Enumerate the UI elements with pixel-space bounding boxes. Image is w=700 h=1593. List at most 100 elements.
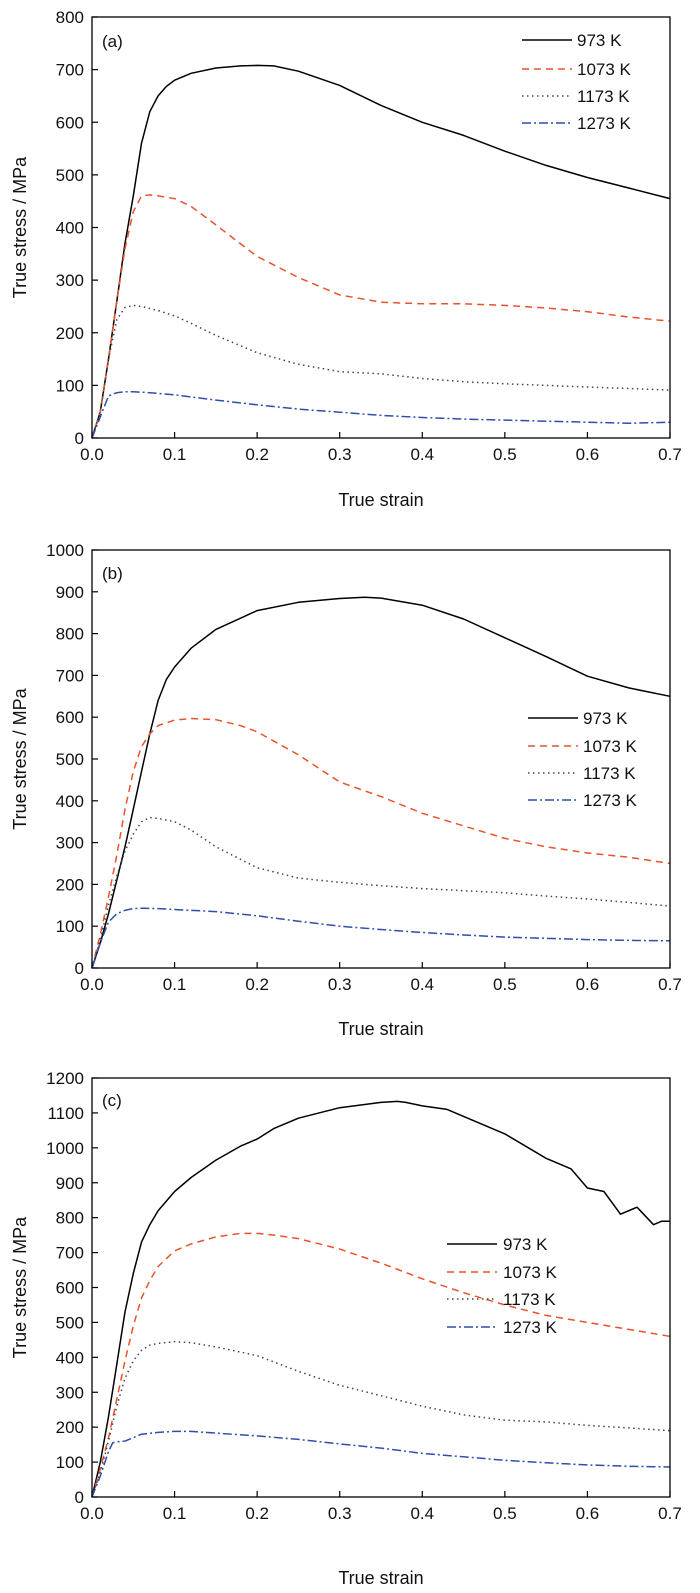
y-axis-title-c: True stress / MPa xyxy=(10,1216,30,1358)
series-line-1173k xyxy=(91,1340,671,1498)
y-tick-label: 100 xyxy=(56,376,84,395)
series-line-1273k xyxy=(91,390,671,439)
y-tick-label: 500 xyxy=(56,1313,84,1332)
series-line-1173k xyxy=(91,304,671,439)
x-tick-label: 0.1 xyxy=(163,1504,187,1523)
series-line-973k xyxy=(91,64,671,439)
legend-b: 973 K 1073 K 1173 K 1273 K xyxy=(528,709,638,810)
series-line-1273k xyxy=(91,907,671,969)
x-tick-label: 0.2 xyxy=(245,1504,269,1523)
y-tick-label: 100 xyxy=(56,917,84,936)
x-tick-label: 0.6 xyxy=(576,445,600,464)
y-tick-label: 900 xyxy=(56,1174,84,1193)
legend-a: 973 K 1073 K 1173 K 1273 K xyxy=(522,31,632,133)
legend-label-1173k: 1173 K xyxy=(577,87,630,106)
x-tick-label: 0.1 xyxy=(163,975,187,994)
y-tick-label: 800 xyxy=(56,1209,84,1228)
series-line-1073k xyxy=(91,194,671,439)
x-tick-label: 0.3 xyxy=(328,445,352,464)
x-axis-title-c: True strain xyxy=(338,1568,423,1588)
x-tick-label: 0.2 xyxy=(245,975,269,994)
panel-tag-b: (b) xyxy=(102,564,123,583)
legend-label-1173k: 1173 K xyxy=(583,764,636,783)
panel-tag-c: (c) xyxy=(102,1091,122,1110)
legend-label-1273k: 1273 K xyxy=(577,114,632,133)
x-tick-label: 0.7 xyxy=(658,1504,682,1523)
legend-label-1173k: 1173 K xyxy=(503,1290,556,1309)
y-tick-label: 200 xyxy=(56,875,84,894)
x-tick-label: 0.4 xyxy=(410,445,434,464)
y-tick-label: 500 xyxy=(56,750,84,769)
chart-panel-a: 0.0 0.1 0.2 0.3 0.4 0.5 0.6 0.7 0 100 200 300 400 500… xyxy=(10,8,682,510)
x-tick-label: 0.0 xyxy=(80,1504,104,1523)
legend-label-1073k: 1073 K xyxy=(583,737,638,756)
series-line-1173k xyxy=(91,816,671,969)
y-tick-label: 700 xyxy=(56,666,84,685)
y-tick-label: 700 xyxy=(56,61,84,80)
x-axis-title-a: True strain xyxy=(338,490,423,510)
chart-panel-b: 0.0 0.1 0.2 0.3 0.4 0.5 0.6 0.7 0 100 200 300 400 500… xyxy=(10,541,682,1039)
y-tick-label: 0 xyxy=(75,1488,84,1507)
x-tick-label: 0.4 xyxy=(410,975,434,994)
x-axis-title-b: True strain xyxy=(338,1019,423,1039)
y-tick-label: 700 xyxy=(56,1244,84,1263)
y-tick-label: 100 xyxy=(56,1453,84,1472)
y-tick-label: 600 xyxy=(56,708,84,727)
series-line-1273k xyxy=(91,1430,671,1498)
y-tick-label: 400 xyxy=(56,792,84,811)
plot-frame-a xyxy=(91,16,671,439)
legend-label-1073k: 1073 K xyxy=(577,60,632,79)
x-tick-label: 0.3 xyxy=(328,975,352,994)
legend-c: 973 K 1073 K 1173 K 1273 K xyxy=(447,1235,558,1337)
x-tick-label: 0.2 xyxy=(245,445,269,464)
y-tick-label: 0 xyxy=(75,959,84,978)
x-tick-label: 0.7 xyxy=(658,445,682,464)
y-tick-label: 1100 xyxy=(47,1104,84,1123)
y-tick-label: 1000 xyxy=(46,1139,84,1158)
y-axis-title-a: True stress / MPa xyxy=(10,156,30,298)
legend-label-1073k: 1073 K xyxy=(503,1263,558,1282)
x-tick-label: 0.6 xyxy=(576,1504,600,1523)
series-line-1073k xyxy=(91,717,671,969)
plot-frame-c xyxy=(91,1077,671,1498)
y-tick-label: 600 xyxy=(56,1279,84,1298)
x-tick-label: 0.1 xyxy=(163,445,187,464)
series-line-973k xyxy=(91,596,671,969)
panel-tag-a: (a) xyxy=(102,32,123,51)
y-tick-label: 200 xyxy=(56,324,84,343)
y-tick-label: 400 xyxy=(56,219,84,238)
y-tick-label: 300 xyxy=(56,271,84,290)
y-tick-label: 300 xyxy=(56,1383,84,1402)
legend-label-1273k: 1273 K xyxy=(583,791,638,810)
series-line-1073k xyxy=(91,1232,671,1498)
x-tick-label: 0.5 xyxy=(493,975,517,994)
y-tick-label: 1200 xyxy=(46,1069,84,1088)
x-tick-label: 0.4 xyxy=(410,1504,434,1523)
legend-label-973k: 973 K xyxy=(503,1235,548,1254)
legend-label-1273k: 1273 K xyxy=(503,1318,558,1337)
x-tick-label: 0.0 xyxy=(80,975,104,994)
legend-label-973k: 973 K xyxy=(583,709,628,728)
y-axis-title-b: True stress / MPa xyxy=(10,687,30,829)
y-tick-label: 800 xyxy=(56,8,84,27)
series-line-973k xyxy=(91,1100,670,1498)
y-tick-label: 400 xyxy=(56,1348,84,1367)
y-tick-label: 1000 xyxy=(46,541,84,560)
y-tick-label: 200 xyxy=(56,1418,84,1437)
legend-label-973k: 973 K xyxy=(577,31,622,50)
x-tick-label: 0.5 xyxy=(493,445,517,464)
y-tick-label: 800 xyxy=(56,625,84,644)
x-tick-label: 0.3 xyxy=(328,1504,352,1523)
chart-panel-c: 0.0 0.1 0.2 0.3 0.4 0.5 0.6 0.7 0 100 200 300 400 500… xyxy=(10,1069,682,1588)
y-tick-label: 900 xyxy=(56,583,84,602)
x-tick-label: 0.7 xyxy=(658,975,682,994)
x-tick-label: 0.0 xyxy=(80,445,104,464)
y-tick-label: 0 xyxy=(75,429,84,448)
y-tick-label: 300 xyxy=(56,834,84,853)
plot-frame-b xyxy=(91,549,671,969)
plot-layer-c: 0.0 0.1 0.2 0.3 0.4 0.5 0.6 0.7 0 100 200 300 400 500… xyxy=(46,1069,682,1523)
x-tick-label: 0.6 xyxy=(576,975,600,994)
plot-layer-b: 0.0 0.1 0.2 0.3 0.4 0.5 0.6 0.7 0 100 200 300 400 500… xyxy=(46,541,682,994)
x-tick-label: 0.5 xyxy=(493,1504,517,1523)
